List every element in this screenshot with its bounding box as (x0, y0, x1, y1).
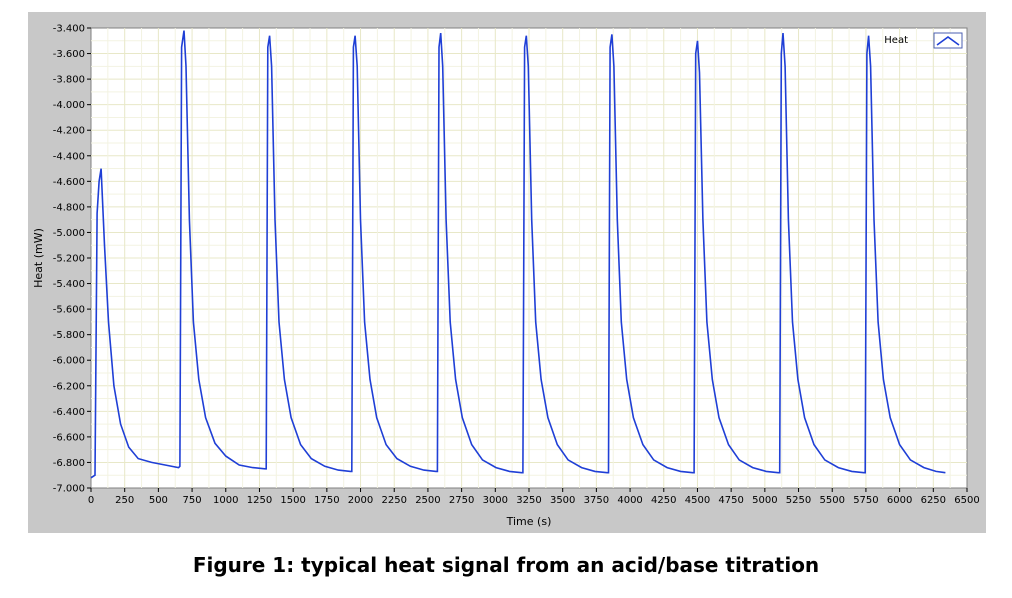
chart-panel: -3.400 -3.600 -3.800 -4.000 -4.200 -4.400 -4.6… (28, 12, 986, 533)
legend-swatch-heat (936, 36, 960, 46)
series-line-heat (90, 30, 946, 479)
x-tick-label: 5500 (820, 495, 845, 506)
legend: Heat (884, 32, 963, 49)
x-tick-label: 1500 (280, 495, 305, 506)
y-tick-label: -7.000 (53, 484, 85, 495)
x-tick-label: 3250 (516, 495, 541, 506)
x-tick-label: 250 (115, 495, 134, 506)
y-tick-label: -3.400 (53, 24, 85, 35)
y-tick-label: -3.600 (53, 49, 85, 60)
y-tick-label: -3.800 (53, 75, 85, 86)
x-tick-label: 1000 (213, 495, 238, 506)
x-tick-label: 2000 (348, 495, 373, 506)
y-tick-label: -4.000 (53, 100, 85, 111)
x-tick-label: 4250 (651, 495, 676, 506)
x-tick-label: 4500 (685, 495, 710, 506)
y-axis: -3.400 -3.600 -3.800 -4.000 -4.200 -4.400 -4.6… (53, 24, 91, 495)
y-tick-label: -5.200 (53, 254, 85, 265)
y-tick-label: -6.400 (53, 407, 85, 418)
y-tick-label: -4.600 (53, 177, 85, 188)
figure-caption: Figure 1: typical heat signal from an ac… (192, 553, 820, 577)
y-tick-label: -4.800 (53, 202, 85, 213)
grid (91, 28, 967, 488)
y-tick-label: -5.600 (53, 305, 85, 316)
y-axis-title: Heat (mW) (32, 228, 45, 288)
y-tick-label: -5.400 (53, 279, 85, 290)
legend-label-heat: Heat (884, 35, 908, 46)
x-tick-label: 2500 (415, 495, 440, 506)
x-tick-label: 6250 (921, 495, 946, 506)
y-tick-label: -6.200 (53, 381, 85, 392)
y-tick-label: -6.600 (53, 432, 85, 443)
x-tick-label: 750 (183, 495, 202, 506)
y-tick-label: -6.000 (53, 356, 85, 367)
x-tick-label: 2750 (449, 495, 474, 506)
x-tick-label: 6000 (887, 495, 912, 506)
x-tick-label: 5000 (752, 495, 777, 506)
x-tick-label: 0 (88, 495, 94, 506)
x-axis: 0 250 500 750 1000 1250 1500 1750 2000 2250 2500 27… (88, 488, 980, 506)
x-tick-label: 1750 (314, 495, 339, 506)
x-tick-label: 5250 (786, 495, 811, 506)
x-tick-label: 6500 (954, 495, 979, 506)
x-tick-label: 4000 (617, 495, 642, 506)
x-tick-label: 4750 (718, 495, 743, 506)
y-tick-label: -4.400 (53, 151, 85, 162)
y-tick-label: -6.800 (53, 458, 85, 469)
legend-swatch-frame (933, 32, 963, 49)
heat-chart: -3.400 -3.600 -3.800 -4.000 -4.200 -4.400 -4.6… (32, 24, 980, 529)
x-tick-label: 5750 (853, 495, 878, 506)
x-tick-label: 2250 (382, 495, 407, 506)
x-tick-label: 3000 (483, 495, 508, 506)
x-tick-label: 1250 (247, 495, 272, 506)
y-tick-label: -5.800 (53, 330, 85, 341)
y-tick-label: -4.200 (53, 126, 85, 137)
y-tick-label: -5.000 (53, 228, 85, 239)
x-tick-label: 500 (149, 495, 168, 506)
x-tick-label: 3750 (584, 495, 609, 506)
x-tick-label: 3500 (550, 495, 575, 506)
x-axis-title: Time (s) (506, 515, 552, 528)
